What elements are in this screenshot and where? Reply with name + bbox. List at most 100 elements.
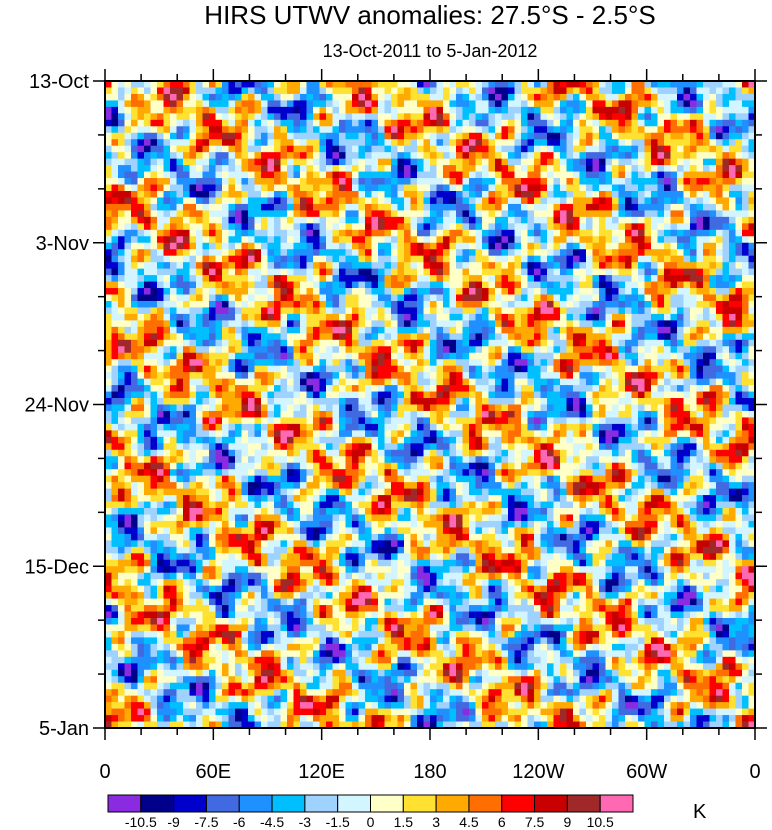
heatmap-cell [215, 190, 223, 198]
heatmap-cell [391, 236, 398, 244]
heatmap-cell [664, 152, 671, 160]
heatmap-cell [735, 320, 743, 328]
heatmap-cell [391, 100, 398, 108]
heatmap-cell [105, 242, 112, 250]
heatmap-cell [644, 288, 652, 295]
heatmap-cell [553, 184, 561, 192]
heatmap-cell [449, 359, 457, 367]
heatmap-cell [196, 126, 203, 134]
heatmap-cell [638, 372, 645, 380]
heatmap-cell [189, 106, 197, 114]
heatmap-cell [202, 281, 210, 289]
heatmap-cell [560, 216, 567, 224]
heatmap-cell [560, 326, 567, 334]
heatmap-cell [475, 333, 483, 341]
heatmap-cell [209, 313, 216, 321]
heatmap-cell [495, 339, 502, 347]
heatmap-cell [222, 346, 229, 354]
heatmap-cell [410, 359, 418, 367]
heatmap-cell [729, 281, 736, 289]
heatmap-cell [267, 165, 275, 172]
heatmap-cell [534, 178, 541, 185]
heatmap-cell [241, 275, 249, 282]
heatmap-cell [716, 190, 723, 198]
heatmap-cell [254, 152, 262, 160]
heatmap-cell [683, 126, 691, 134]
heatmap-cell [521, 145, 528, 153]
heatmap-cell [462, 184, 470, 192]
heatmap-cell [612, 236, 619, 244]
heatmap-cell [456, 126, 463, 134]
heatmap-cell [670, 242, 678, 250]
heatmap-cell [716, 385, 723, 392]
heatmap-cell [118, 385, 125, 392]
heatmap-cell [696, 100, 704, 108]
heatmap-cell [703, 275, 710, 282]
heatmap-cell [404, 210, 411, 218]
heatmap-cell [709, 152, 717, 160]
heatmap-cell [579, 268, 587, 276]
heatmap-cell [306, 275, 314, 282]
heatmap-cell [469, 307, 476, 315]
heatmap-cell [293, 385, 301, 392]
heatmap-cell [735, 216, 743, 224]
heatmap-cell [248, 100, 255, 108]
heatmap-cell [358, 152, 366, 160]
heatmap-cell [241, 294, 249, 302]
heatmap-cell [553, 93, 561, 101]
heatmap-cell [436, 139, 444, 147]
heatmap-cell [560, 106, 567, 114]
heatmap-cell [735, 152, 743, 160]
heatmap-cell [235, 165, 242, 172]
heatmap-cell [111, 300, 119, 308]
heatmap-cell [326, 288, 333, 295]
heatmap-cell [501, 216, 509, 224]
heatmap-cell [293, 326, 301, 334]
heatmap-cell [137, 171, 145, 179]
heatmap-cell [248, 281, 255, 289]
heatmap-cell [131, 165, 138, 172]
heatmap-cell [644, 139, 652, 147]
heatmap-cell [579, 100, 587, 108]
heatmap-cell [696, 313, 704, 321]
heatmap-cell [215, 262, 223, 270]
heatmap-cell [319, 300, 327, 308]
heatmap-cell [365, 223, 372, 231]
heatmap-cell [508, 165, 515, 172]
heatmap-cell [222, 268, 229, 276]
heatmap-cell [267, 190, 275, 198]
heatmap-cell [748, 333, 756, 341]
heatmap-cell [176, 93, 184, 101]
heatmap-cell [150, 391, 158, 399]
heatmap-cell [696, 365, 704, 373]
heatmap-cell [222, 359, 229, 367]
heatmap-cell [488, 158, 496, 166]
heatmap-cell [599, 132, 606, 140]
heatmap-cell [690, 178, 697, 185]
heatmap-cell [241, 288, 249, 295]
heatmap-cell [345, 268, 353, 276]
heatmap-cell [274, 87, 281, 95]
heatmap-cell [293, 294, 301, 302]
heatmap-cell [436, 197, 444, 205]
heatmap-cell [313, 275, 320, 282]
heatmap-cell [495, 255, 502, 263]
heatmap-cell [612, 352, 619, 360]
heatmap-cell [397, 139, 405, 147]
heatmap-cell [196, 197, 203, 205]
heatmap-cell [111, 216, 119, 224]
heatmap-cell [241, 216, 249, 224]
heatmap-cell [514, 216, 522, 224]
heatmap-cell [625, 190, 632, 198]
heatmap-cell [176, 275, 184, 282]
heatmap-cell [631, 87, 639, 95]
heatmap-cell [228, 300, 236, 308]
heatmap-cell [748, 178, 756, 185]
heatmap-cell [657, 307, 665, 315]
heatmap-cell [547, 178, 554, 185]
heatmap-cell [202, 346, 210, 354]
heatmap-cell [176, 236, 184, 244]
heatmap-cell [579, 339, 587, 347]
heatmap-cell [163, 372, 171, 380]
heatmap-cell [592, 87, 600, 95]
